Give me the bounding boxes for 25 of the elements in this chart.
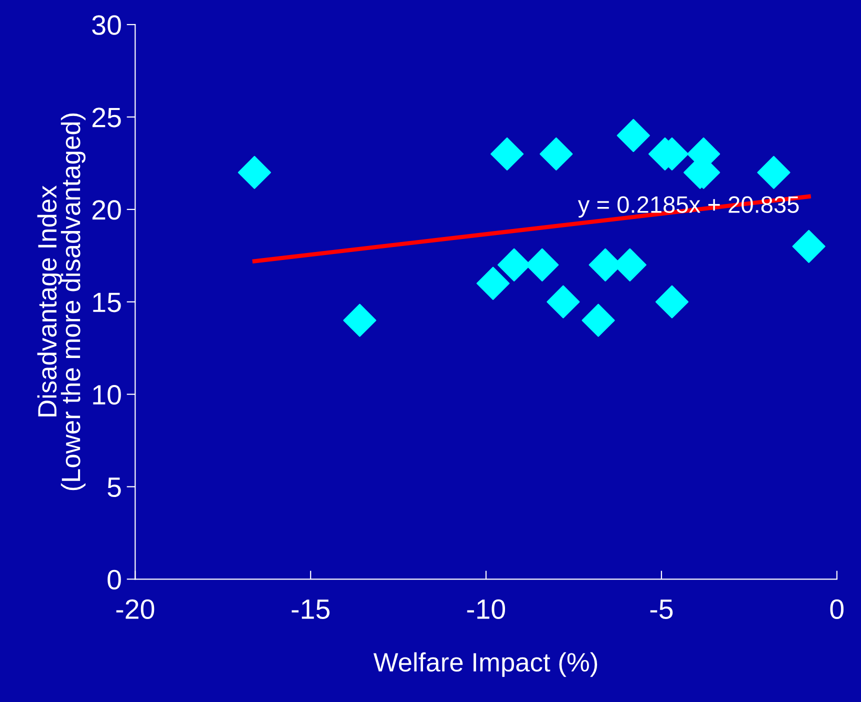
y-tick-label: 10 <box>93 384 121 405</box>
y-tick-label: 20 <box>92 200 121 220</box>
y-tick-label: 30 <box>92 15 121 35</box>
y-tick-label: 15 <box>93 292 121 312</box>
point <box>546 285 580 318</box>
x-tick-label: 0 <box>830 599 844 619</box>
point <box>655 285 689 318</box>
y-tick-label: 25 <box>92 108 121 128</box>
y-tick-label: 0 <box>108 570 121 590</box>
point <box>343 304 376 337</box>
point <box>490 137 524 171</box>
point <box>476 266 510 300</box>
y-axis-title: Disadvantage Index (Lower the more disadvantaged) <box>37 114 86 490</box>
point <box>757 156 790 189</box>
x-tick-label: -10 <box>467 599 506 619</box>
x-tick-label: -15 <box>292 600 330 619</box>
x-axis-title: Welfare Impact (%) <box>373 652 598 677</box>
x-tick-label: -5 <box>650 600 673 619</box>
x-tick-label: -20 <box>116 599 154 619</box>
y-tick-label: 5 <box>108 478 121 498</box>
point <box>616 118 650 152</box>
point <box>238 156 271 189</box>
point <box>582 304 615 337</box>
point <box>540 137 573 171</box>
point <box>792 230 826 263</box>
